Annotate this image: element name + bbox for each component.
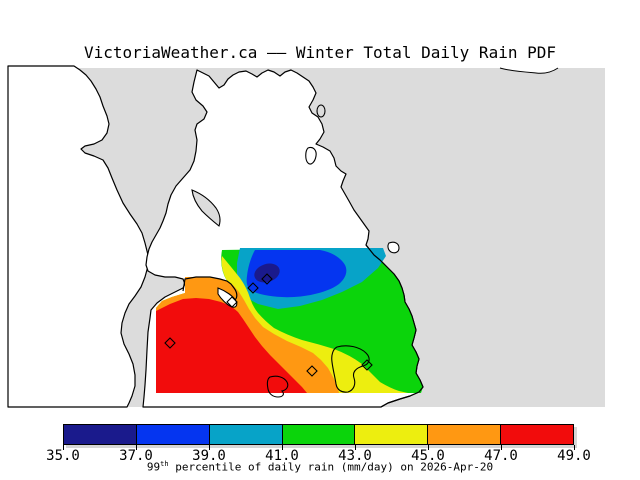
islet-ne-corner <box>387 241 400 254</box>
tick-label: 45.0 <box>411 448 445 464</box>
tick-mark <box>427 445 429 450</box>
coastline-cap-overlay <box>182 276 238 301</box>
caption-prefix: 99 <box>146 460 161 474</box>
station-marker <box>226 296 238 308</box>
tick-mark <box>135 445 137 450</box>
colorbar <box>63 424 574 445</box>
station-marker <box>261 273 273 285</box>
colorbar-segment-37.0-39.0 <box>136 425 210 444</box>
colorbar-segment-47.0-49.0 <box>501 425 574 444</box>
page-title: VictoriaWeather.ca —— Winter Total Daily… <box>83 43 556 62</box>
contour-band-35-37 <box>254 263 280 283</box>
colorbar-segment-45.0-47.0 <box>428 425 502 444</box>
station-marker <box>247 282 259 294</box>
harbour-wedge <box>217 287 238 308</box>
contour-band-37-39 <box>246 250 347 298</box>
islet-top-edge <box>500 68 558 74</box>
colorbar-segment-43.0-45.0 <box>355 425 429 444</box>
tick-label: 39.0 <box>192 448 226 464</box>
tick-label: 41.0 <box>265 448 299 464</box>
station-markers <box>164 273 373 377</box>
tick-mark <box>354 445 356 450</box>
tick-mark <box>62 445 64 450</box>
islet-top-edge-shore <box>499 67 559 74</box>
tick-label: 47.0 <box>484 448 518 464</box>
caption-superscript: th <box>160 460 169 468</box>
colorbar-caption: 99th percentile of daily rain (mm/day) o… <box>0 460 640 474</box>
island-outline-north <box>316 104 326 118</box>
lake-outline-large <box>331 345 370 393</box>
tick-label: 43.0 <box>338 448 372 464</box>
land-west-coastline <box>7 65 149 408</box>
station-marker <box>361 359 373 371</box>
station-marker <box>164 337 176 349</box>
caption-rest: percentile of daily rain (mm/day) on 202… <box>168 460 494 474</box>
station-marker <box>306 365 318 377</box>
contour-band-47-49 <box>156 298 307 393</box>
colorbar-segment-39.0-41.0 <box>209 425 283 444</box>
tick-label: 37.0 <box>119 448 153 464</box>
coastline-east-overlay <box>365 244 424 408</box>
tick-label: 35.0 <box>46 448 80 464</box>
island-outline-south <box>305 146 317 165</box>
tick-mark <box>573 445 575 450</box>
tick-mark <box>281 445 283 450</box>
colorbar-segment-41.0-43.0 <box>282 425 356 444</box>
colorbar-segment-35.0-37.0 <box>64 425 137 444</box>
tick-mark <box>208 445 210 450</box>
tick-mark <box>500 445 502 450</box>
inlet-bay <box>191 189 221 227</box>
tick-label: 49.0 <box>557 448 591 464</box>
lake-outline-small <box>266 375 289 398</box>
